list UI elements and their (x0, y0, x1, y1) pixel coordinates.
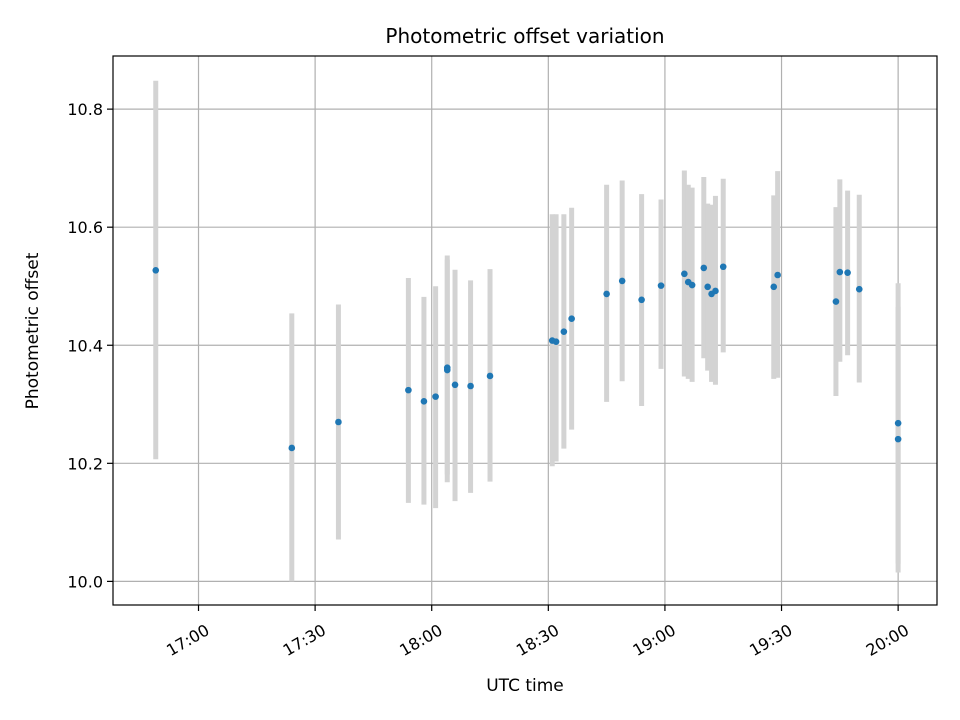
y-tick-label: 10.0 (67, 572, 103, 591)
data-point (420, 398, 428, 405)
data-point (836, 268, 844, 276)
data-point (618, 277, 626, 285)
data-point (894, 419, 902, 427)
data-point (700, 264, 708, 272)
data-point (657, 282, 665, 289)
data-point (719, 263, 727, 271)
data-point (443, 366, 451, 374)
data-point (152, 266, 160, 274)
data-point (560, 328, 568, 335)
data-point (712, 287, 719, 295)
data-point (552, 338, 560, 346)
data-point (844, 269, 851, 276)
data-point (704, 283, 711, 291)
data-point (486, 372, 494, 380)
data-point (335, 418, 342, 426)
data-point (451, 381, 459, 389)
y-tick-label: 10.4 (67, 336, 103, 355)
y-tick-label: 10.2 (67, 454, 103, 473)
data-point (774, 271, 781, 279)
data-point (770, 283, 778, 291)
grid (113, 56, 937, 605)
data-point (467, 382, 474, 390)
data-point (855, 285, 863, 293)
plot-frame (112, 55, 938, 606)
data-point (638, 296, 645, 304)
data-point (681, 270, 688, 278)
y-tick-label: 10.6 (67, 218, 103, 237)
y-axis-ticks: 10.0 10.2 10.4 10.6 10.8 (67, 100, 113, 591)
data-point (432, 393, 439, 400)
data-point (288, 444, 296, 452)
data-point (405, 386, 412, 394)
chart-title: Photometric offset variation (385, 24, 664, 48)
data-point (568, 315, 575, 322)
x-axis-label: UTC time (486, 676, 564, 696)
data-point (832, 298, 840, 305)
y-tick-label: 10.8 (67, 100, 103, 119)
data-point (688, 281, 696, 289)
data-point (603, 290, 610, 298)
data-point (894, 435, 902, 443)
data-points (152, 263, 902, 452)
y-axis-label: Photometric offset (23, 252, 43, 409)
